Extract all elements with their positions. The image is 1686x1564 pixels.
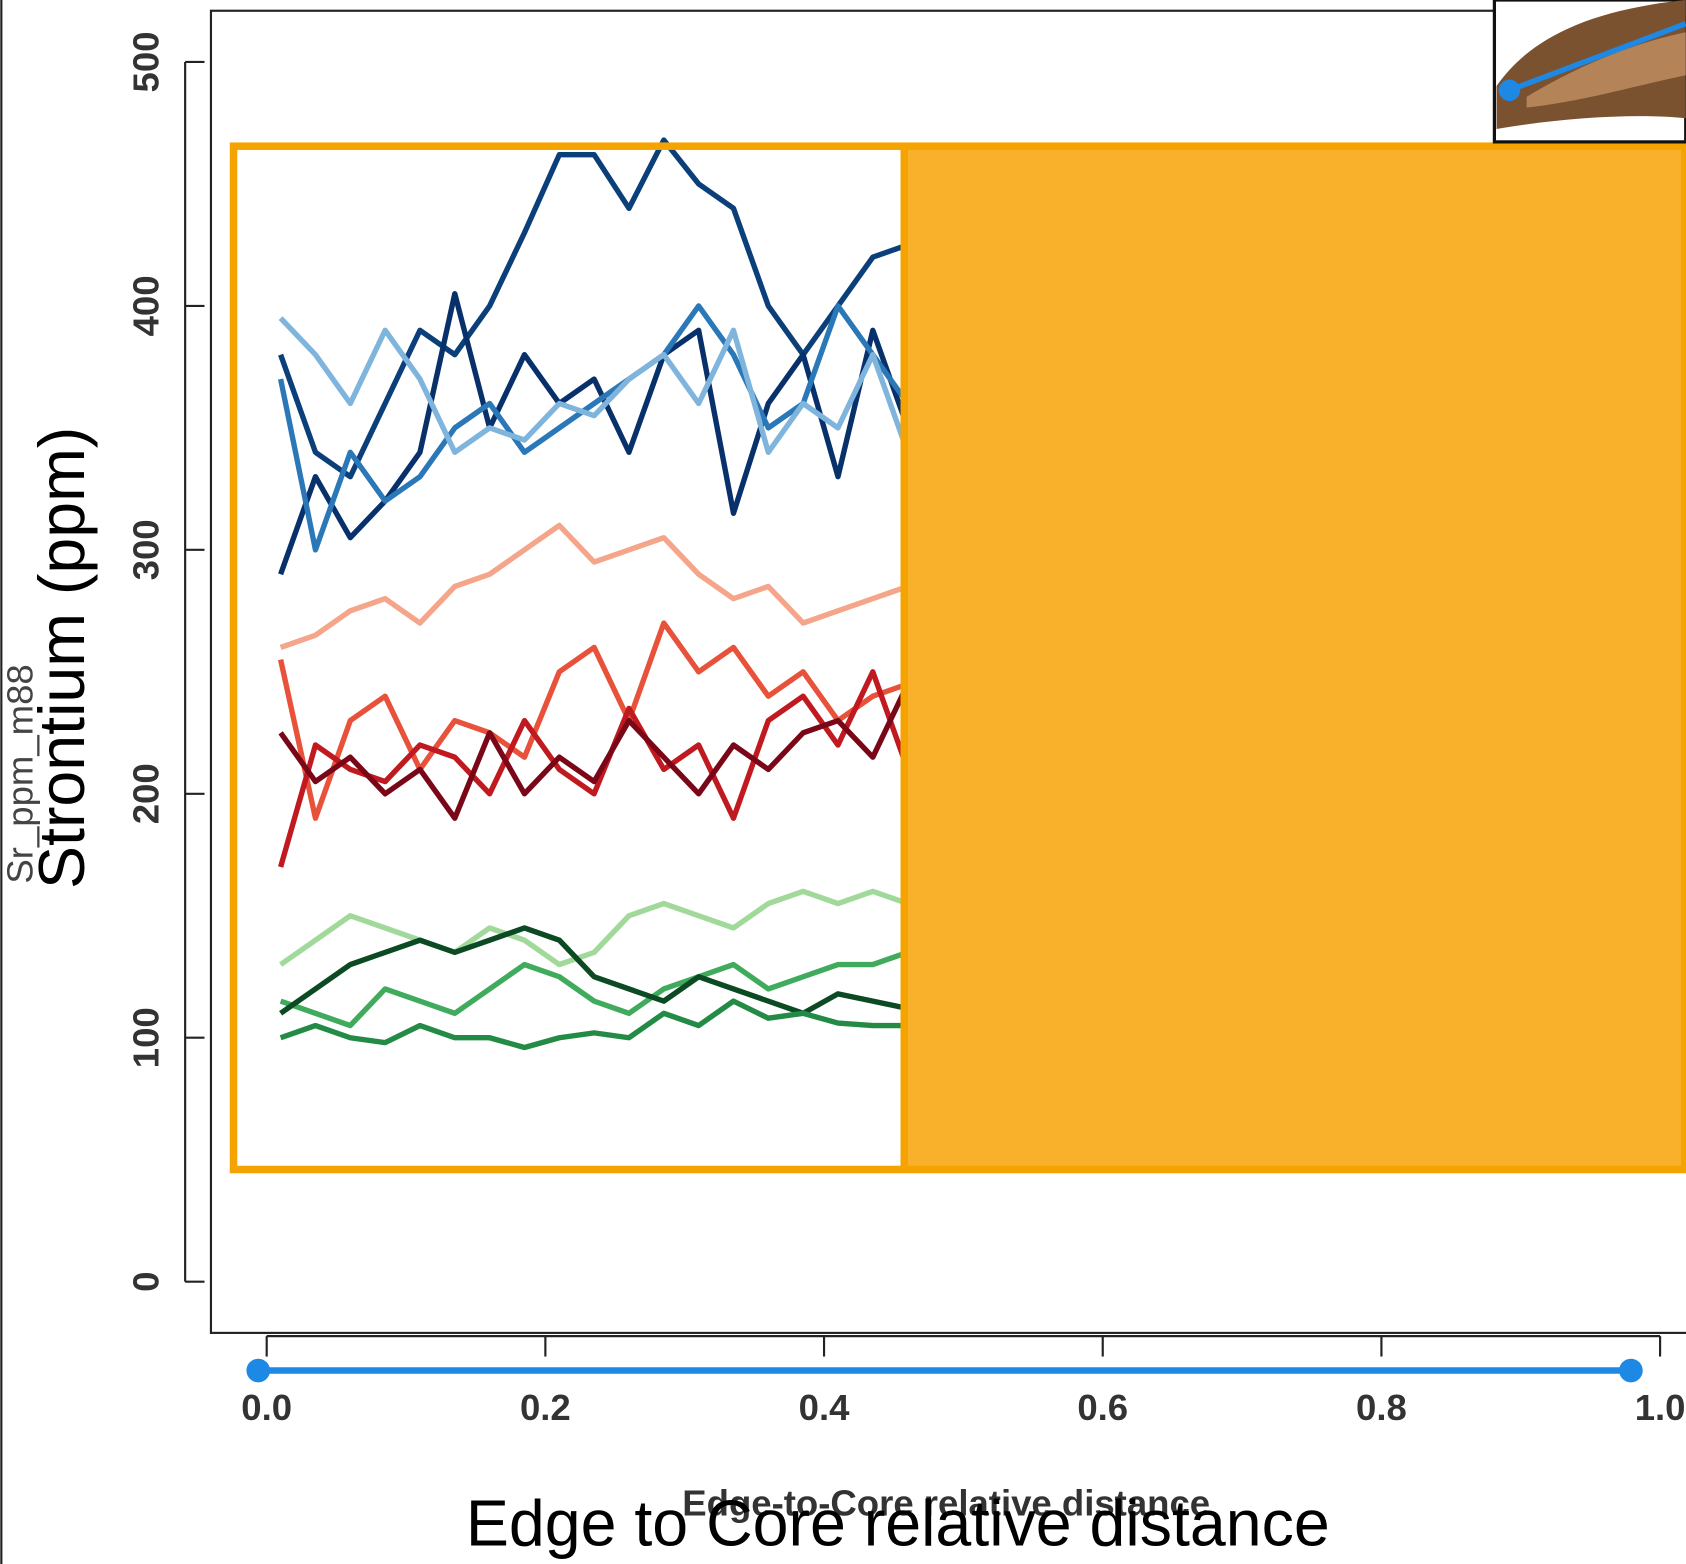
x-tick-label: 0.8: [1356, 1387, 1407, 1428]
x-tick-label: 1.0: [1635, 1387, 1686, 1428]
y-tick-label: 300: [125, 519, 166, 580]
x-tick-label: 0.4: [799, 1387, 850, 1428]
photo-transect-dot: [1498, 79, 1521, 102]
photo-highlight: [1526, 32, 1686, 108]
series-line: [278, 669, 911, 868]
y-tick-label: 200: [125, 763, 166, 824]
y-tick-label: 0: [125, 1272, 166, 1292]
x-tick-label: 0.6: [1077, 1387, 1128, 1428]
overlay-fill: [907, 146, 1683, 1170]
overlay-box: [229, 142, 1686, 1174]
y-tick-label: 500: [125, 31, 166, 92]
photo: [1492, 0, 1686, 144]
series-line: [279, 998, 908, 1051]
y-tick-label: 100: [125, 1007, 166, 1068]
transect-dot: [246, 1358, 271, 1383]
overlay-y-label: Strontium (ppm): [26, 427, 98, 889]
y-axis-label: Sr_ppm_m88: [0, 664, 41, 883]
transect-dot: [1619, 1358, 1643, 1383]
series-line: [279, 949, 909, 1029]
series-line: [278, 682, 911, 821]
series-line: [277, 620, 909, 821]
plot-box: [209, 9, 1686, 1334]
x-tick-label: 0.2: [520, 1387, 571, 1428]
series-line: [279, 888, 909, 968]
marks: [184, 60, 1662, 1357]
series-line: [279, 522, 909, 650]
photo-transect: [1508, 21, 1686, 93]
x-axis-label: Edge-to-Core relative distance: [682, 1483, 1210, 1524]
x-tick-label: 0.0: [241, 1387, 292, 1428]
overlay-x-label: Edge to Core relative distance: [466, 1488, 1330, 1560]
y-tick-label: 400: [125, 275, 166, 336]
series-line: [278, 316, 911, 455]
